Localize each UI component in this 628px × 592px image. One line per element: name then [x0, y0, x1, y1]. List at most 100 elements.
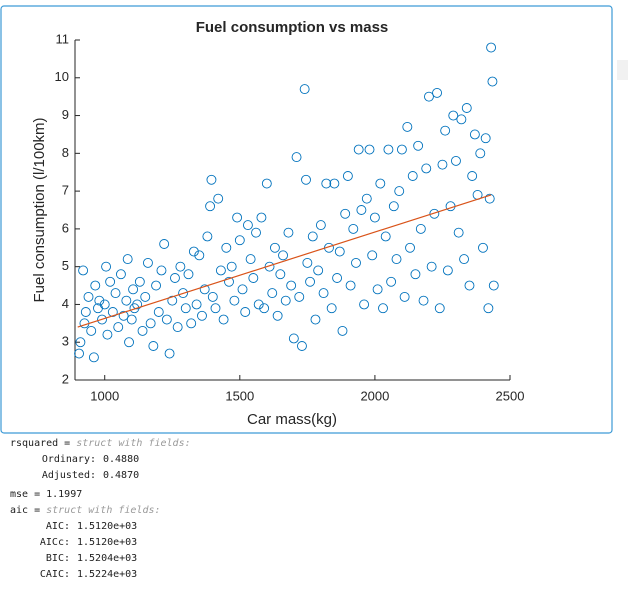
scatter-point — [372, 284, 383, 295]
scatter-point — [159, 239, 170, 249]
scatter-point — [175, 261, 186, 272]
scatter-point — [88, 352, 99, 363]
scatter-point — [245, 254, 256, 265]
scatter-point — [326, 303, 337, 314]
scatter-point — [351, 257, 361, 268]
scatter-point — [90, 280, 101, 291]
scatter-point — [459, 254, 470, 265]
field-value: 1.5120e+03 — [77, 537, 137, 548]
scatter-point — [170, 273, 180, 283]
scatter-point — [99, 299, 110, 310]
field-key: BIC: — [46, 553, 70, 564]
scatter-point — [442, 265, 453, 276]
scatter-point — [218, 314, 229, 325]
scatter-point — [297, 341, 307, 351]
output-label: aic = — [10, 505, 40, 516]
y-tick-label: 4 — [62, 296, 69, 311]
scatter-point — [197, 310, 207, 321]
scatter-point — [453, 227, 464, 238]
scatter-point — [143, 257, 153, 268]
scatter-point — [313, 265, 324, 276]
scatter-point — [172, 322, 183, 333]
scatter-point — [122, 254, 133, 265]
scatter-point — [97, 314, 107, 325]
scatter-point — [137, 325, 148, 336]
scatter-point — [469, 129, 480, 140]
scatter-point — [267, 288, 278, 299]
scatter-point — [259, 303, 270, 314]
scatter-point — [337, 325, 348, 336]
scatter-point — [167, 295, 178, 306]
scatter-point — [145, 318, 156, 329]
scatter-point — [261, 178, 272, 189]
figure-panel — [0, 5, 613, 434]
scatter-point — [367, 250, 378, 261]
scatter-point — [486, 42, 497, 53]
scatter-point — [253, 299, 264, 310]
scatter-point — [434, 303, 445, 314]
scatter-point — [383, 144, 394, 155]
scatter-point — [194, 250, 205, 261]
field-value: 0.4880 — [103, 454, 139, 465]
scatter-point — [467, 171, 478, 181]
scatter-point — [86, 325, 97, 336]
scatter-point — [345, 280, 356, 291]
scatter-point — [461, 103, 472, 113]
scatter-point — [391, 254, 402, 265]
scatter-point — [488, 280, 499, 291]
scatter-point — [132, 299, 143, 310]
scatter-point — [448, 110, 459, 121]
output-label: mse = 1.1997 — [10, 489, 82, 500]
scatter-point — [206, 174, 217, 185]
x-tick-label: 2000 — [360, 388, 389, 403]
scatter-point — [78, 265, 89, 276]
scatter-point — [484, 193, 495, 204]
y-tick-label: 9 — [62, 107, 69, 122]
scatter-point — [188, 246, 199, 257]
scatter-point — [421, 163, 432, 174]
scatter-point — [102, 329, 113, 340]
y-tick-label: 6 — [62, 220, 69, 235]
scatter-point — [478, 242, 488, 253]
scatter-point — [121, 295, 132, 306]
scatter-point — [229, 295, 240, 306]
scatter-point — [418, 295, 429, 306]
output-note: struct with fields: — [46, 505, 160, 516]
scatter-point — [359, 299, 370, 310]
scatter-point — [278, 250, 288, 261]
y-tick-label: 11 — [56, 31, 70, 46]
chart-title: Fuel consumption vs mass — [196, 19, 389, 36]
scatter-point — [310, 314, 321, 325]
scatter-point — [207, 291, 218, 302]
plot-area: 2 3 4 5 6 7 8 9 10 11 1000 1500 2000 2500 — [55, 31, 525, 403]
scatter-point — [348, 223, 359, 234]
field-value: 0.4870 — [103, 470, 139, 481]
scatter-point — [226, 261, 237, 272]
scatter-point — [280, 295, 291, 306]
scrollbar[interactable] — [617, 60, 628, 80]
scatter-point — [113, 322, 124, 333]
scatter-point — [161, 314, 172, 325]
scatter-point — [342, 171, 353, 181]
scatter-point — [232, 212, 243, 223]
scatter-point — [415, 223, 426, 234]
y-tick-label: 3 — [62, 334, 69, 349]
scatter-point — [180, 303, 191, 314]
scatter-point — [134, 276, 145, 287]
scatter-point — [191, 299, 202, 310]
fit-line — [77, 194, 492, 328]
y-tick-label: 7 — [62, 183, 69, 198]
scatter-point — [275, 269, 286, 280]
x-tick-label: 1000 — [90, 388, 119, 403]
scatter-point — [353, 144, 364, 155]
scatter-point — [410, 269, 421, 280]
y-tick-label: 8 — [62, 145, 69, 160]
scatter-point — [101, 261, 112, 272]
scatter-point — [405, 242, 415, 253]
field-key: Ordinary: — [42, 454, 96, 465]
scatter-point — [124, 337, 134, 348]
scatter-point — [364, 144, 375, 155]
y-tick-label: 5 — [62, 258, 69, 273]
